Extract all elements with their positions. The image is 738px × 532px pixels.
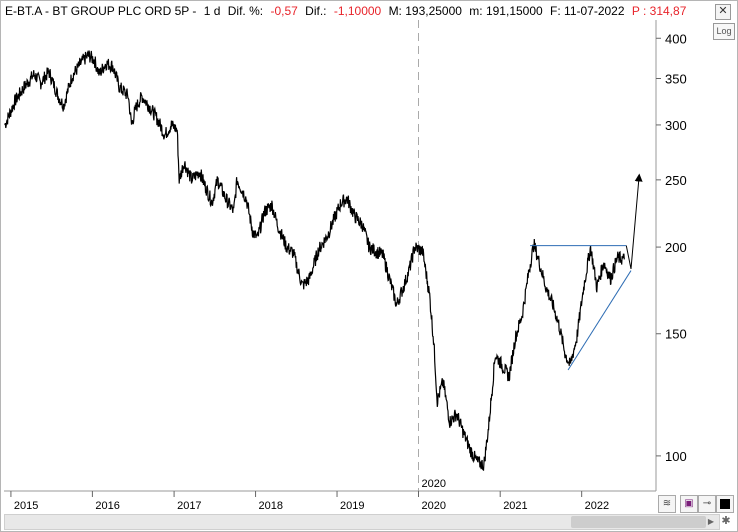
support-line[interactable] [567, 270, 632, 371]
date-label: F: 11-07-2022 [550, 4, 625, 18]
x-tick-label: 2020 [422, 500, 446, 512]
gear-icon[interactable]: ✱ [721, 515, 731, 527]
projection-arrow [625, 173, 643, 269]
price-label: P : 314,87 [631, 4, 687, 18]
dif-pct-label: Dif. %: [227, 4, 264, 18]
y-tick-label: 150 [665, 327, 687, 342]
log-scale-button[interactable]: Log [713, 23, 735, 40]
x-tick-label: 2019 [340, 500, 364, 512]
color-square-icon [720, 499, 730, 509]
x-tick-label: 2015 [14, 500, 38, 512]
scrollbar-thumb[interactable] [571, 516, 706, 528]
max-label: M: 193,25000 [388, 4, 462, 18]
y-tick-label: 250 [665, 173, 687, 188]
save-button[interactable]: ▣ [680, 495, 698, 513]
chart-annotations [530, 173, 643, 371]
chart-header: E-BT.A - BT GROUP PLC ORD 5P - 1 d Dif. … [5, 4, 690, 20]
y-tick-label: 400 [665, 31, 687, 46]
interval-label[interactable]: 1 d [203, 4, 221, 18]
dif-label: Dif.: [305, 4, 327, 18]
horizontal-scrollbar[interactable]: ▶ [4, 514, 720, 530]
price-series-line [4, 50, 625, 471]
dif-pct-value: -0,57 [270, 4, 298, 18]
y-tick-label: 100 [665, 449, 687, 464]
x-tick-label: 2017 [177, 500, 201, 512]
pin-icon: ⊸ [702, 498, 712, 509]
collapse-button[interactable]: ≋ [658, 495, 676, 513]
year-divider-label: 2020 [422, 478, 446, 490]
close-icon: ✕ [718, 5, 728, 17]
x-axis: 2015 2016 2017 2018 2019 2020 2021 2022 [10, 491, 609, 512]
y-tick-label: 300 [665, 118, 687, 133]
color-button[interactable] [716, 495, 734, 513]
y-tick-label: 200 [665, 240, 687, 255]
scroll-right-arrow-icon[interactable]: ▶ [707, 517, 715, 526]
min-label: m: 191,15000 [469, 4, 543, 18]
x-tick-label: 2018 [259, 500, 283, 512]
dif-value: -1,10000 [333, 4, 382, 18]
pin-button[interactable]: ⊸ [698, 495, 716, 513]
x-tick-label: 2016 [95, 500, 119, 512]
symbol-label: E-BT.A - BT GROUP PLC ORD 5P - [5, 4, 197, 18]
double-chevron-icon: ≋ [662, 498, 672, 509]
x-tick-label: 2022 [585, 500, 609, 512]
close-button[interactable]: ✕ [715, 4, 731, 20]
save-icon: ▣ [684, 498, 694, 509]
y-tick-label: 350 [665, 71, 687, 86]
x-tick-label: 2021 [503, 500, 527, 512]
y-axis: 100 150 200 250 300 350 400 [656, 31, 687, 464]
